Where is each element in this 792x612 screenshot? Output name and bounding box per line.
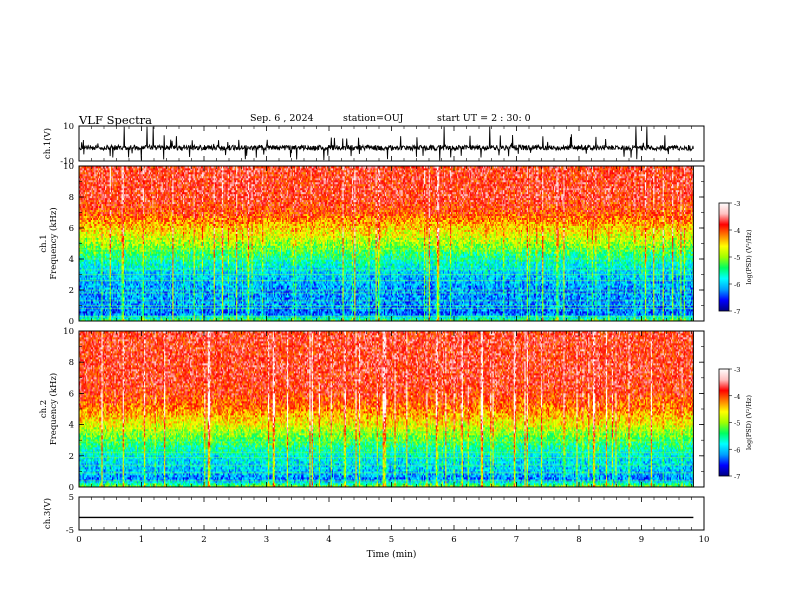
spectrogram-cells: [79, 166, 694, 321]
ch1-waveform-trace: [79, 127, 693, 161]
ch1-waveform-panel: [79, 127, 693, 161]
ch1-spectrogram-panel: [79, 166, 694, 321]
